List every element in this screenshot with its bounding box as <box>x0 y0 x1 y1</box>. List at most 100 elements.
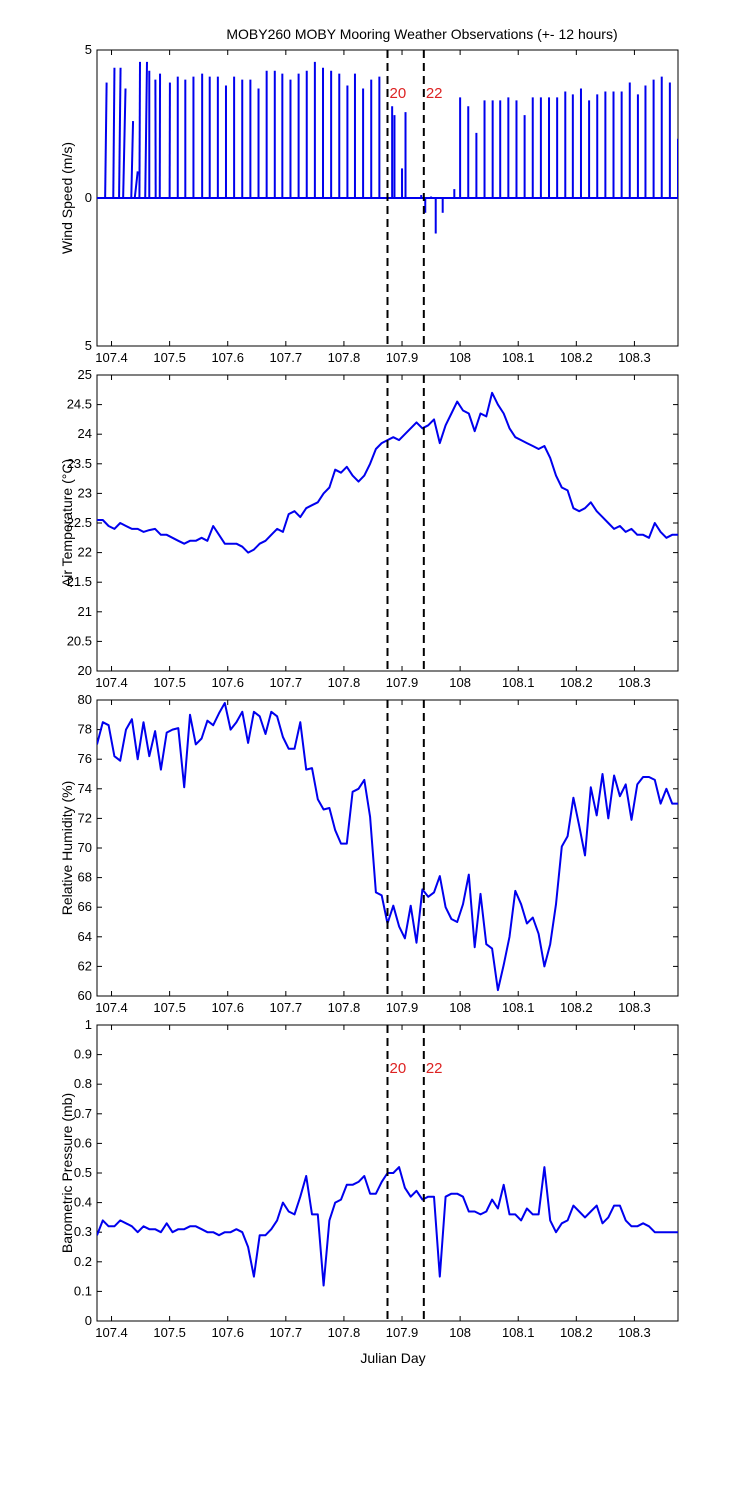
x-tick-label: 107.6 <box>211 1000 244 1015</box>
x-axis-label: Julian Day <box>360 1350 425 1366</box>
x-tick-label: 108.2 <box>560 675 593 690</box>
wind-stick <box>138 61 142 199</box>
wind-stick <box>112 67 116 199</box>
y-tick-label: 0.4 <box>74 1195 92 1210</box>
x-tick-label: 108.1 <box>502 350 535 365</box>
event-label: 20 <box>390 1060 407 1077</box>
panel-2: 107.4 107.5 107.6 107.7 107.8 107.9 108 108.1 10… <box>59 367 679 690</box>
y-tick-label: 64 <box>78 929 92 944</box>
x-tick-label: 107.8 <box>328 350 361 365</box>
y-tick-label: 76 <box>78 751 92 766</box>
y-tick-label: 22.5 <box>67 515 92 530</box>
x-tick-label: 107.7 <box>270 675 303 690</box>
y-tick-label: 1 <box>85 1017 92 1032</box>
y-tick-label: 0.3 <box>74 1224 92 1239</box>
x-tick-label: 108.3 <box>618 350 651 365</box>
y-tick-label: 0.5 <box>74 1165 92 1180</box>
y-axis-label: Relative Humidity (%) <box>59 781 75 916</box>
y-tick-label: 0 <box>85 190 92 205</box>
y-tick-label: 24 <box>78 426 92 441</box>
event-label: 20 <box>390 85 407 102</box>
x-tick-label: 107.9 <box>386 1325 419 1340</box>
y-tick-label: 0 <box>85 1313 92 1328</box>
x-tick-label: 108.3 <box>618 1000 651 1015</box>
event-label: 22 <box>426 1060 443 1077</box>
y-tick-label: 0.7 <box>74 1106 92 1121</box>
x-tick-label: 108 <box>449 1325 471 1340</box>
x-tick-label: 108.2 <box>560 1325 593 1340</box>
y-tick-label: 0.1 <box>74 1283 92 1298</box>
y-tick-label: 5 <box>85 338 92 353</box>
y-tick-label: 20 <box>78 663 92 678</box>
x-tick-label: 107.4 <box>95 350 128 365</box>
x-tick-label: 107.5 <box>153 1000 186 1015</box>
x-tick-label: 108.2 <box>560 1000 593 1015</box>
y-tick-label: 25 <box>78 367 92 382</box>
x-tick-label: 108.1 <box>502 1000 535 1015</box>
x-tick-label: 107.4 <box>95 675 128 690</box>
x-tick-label: 107.7 <box>270 1325 303 1340</box>
x-tick-label: 107.8 <box>328 1000 361 1015</box>
y-tick-label: 72 <box>78 810 92 825</box>
x-tick-label: 108.1 <box>502 1325 535 1340</box>
y-tick-label: 68 <box>78 870 92 885</box>
wind-stick <box>144 61 148 199</box>
panel-3: 107.4 107.5 107.6 107.7 107.8 107.9 108 108.1 10… <box>59 692 679 1015</box>
wind-stick <box>133 171 139 199</box>
y-tick-label: 66 <box>78 899 92 914</box>
y-tick-label: 74 <box>78 781 92 796</box>
x-tick-label: 108.1 <box>502 675 535 690</box>
y-tick-label: 0.2 <box>74 1254 92 1269</box>
y-tick-label: 24.5 <box>67 397 92 412</box>
wind-stick <box>122 88 127 199</box>
wind-stick <box>118 67 122 199</box>
y-tick-label: 5 <box>85 42 92 57</box>
x-tick-label: 108.3 <box>618 675 651 690</box>
y-tick-label: 62 <box>78 958 92 973</box>
y-axis-label: Wind Speed (m/s) <box>59 142 75 254</box>
plot-area <box>97 61 678 234</box>
x-tick-label: 107.7 <box>270 350 303 365</box>
y-tick-label: 0.8 <box>74 1076 92 1091</box>
y-tick-label: 23 <box>78 485 92 500</box>
x-tick-label: 108 <box>449 1000 471 1015</box>
panels: 107.4 107.5 107.6 107.7 107.8 107.9 108 108.1 10… <box>59 42 679 1340</box>
x-tick-label: 107.5 <box>153 675 186 690</box>
y-tick-label: 80 <box>78 692 92 707</box>
x-tick-label: 107.4 <box>95 1000 128 1015</box>
y-tick-label: 21 <box>78 604 92 619</box>
x-tick-label: 107.7 <box>270 1000 303 1015</box>
y-axis-label: Air Temperature (°C) <box>59 459 75 587</box>
x-tick-label: 107.6 <box>211 1325 244 1340</box>
y-tick-label: 70 <box>78 840 92 855</box>
x-tick-label: 107.5 <box>153 1325 186 1340</box>
x-tick-label: 107.9 <box>386 675 419 690</box>
x-tick-label: 107.6 <box>211 675 244 690</box>
x-tick-label: 107.9 <box>386 1000 419 1015</box>
x-tick-label: 108 <box>449 675 471 690</box>
event-label: 22 <box>426 85 443 102</box>
y-tick-label: 0.6 <box>74 1135 92 1150</box>
y-tick-label: 22 <box>78 545 92 560</box>
panel-4: 107.4 107.5 107.6 107.7 107.8 107.9 108 108.1 10… <box>59 1017 679 1340</box>
x-tick-label: 107.9 <box>386 350 419 365</box>
figure-title: MOBY260 MOBY Mooring Weather Observation… <box>226 26 617 42</box>
y-tick-label: 78 <box>78 722 92 737</box>
y-tick-label: 21.5 <box>67 574 92 589</box>
x-tick-label: 108.2 <box>560 350 593 365</box>
wind-stick <box>104 82 108 199</box>
panel-1: 107.4 107.5 107.6 107.7 107.8 107.9 108 108.1 10… <box>59 42 679 365</box>
x-tick-label: 108 <box>449 350 471 365</box>
x-tick-label: 107.5 <box>153 350 186 365</box>
y-tick-label: 23.5 <box>67 456 92 471</box>
x-tick-label: 107.8 <box>328 675 361 690</box>
y-tick-label: 20.5 <box>67 633 92 648</box>
wind-stick <box>130 121 135 199</box>
x-tick-label: 107.8 <box>328 1325 361 1340</box>
x-tick-label: 107.4 <box>95 1325 128 1340</box>
y-tick-label: 60 <box>78 988 92 1003</box>
x-tick-label: 107.6 <box>211 350 244 365</box>
y-axis-label: Barometric Pressure (mb) <box>59 1093 75 1253</box>
x-tick-label: 108.3 <box>618 1325 651 1340</box>
